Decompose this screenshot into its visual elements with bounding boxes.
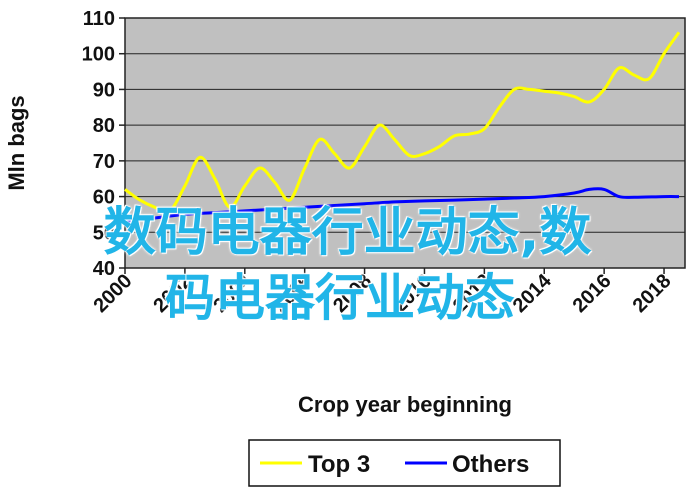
watermark-text-line-1: 数码电器行业动态,数 <box>103 203 592 263</box>
y-tick-label: 110 <box>83 8 115 30</box>
x-axis-title: Crop year beginning <box>298 392 512 417</box>
legend-label-top3: Top 3 <box>308 451 370 478</box>
series-line-top3 <box>124 31 681 214</box>
series-layer <box>124 31 681 224</box>
y-tick-label: 40 <box>93 258 115 280</box>
gridlines <box>125 53 685 233</box>
series-line-others <box>124 187 680 224</box>
y-tick-label: 90 <box>93 79 115 101</box>
legend-label-others: Others <box>452 451 529 478</box>
y-tick-label: 50 <box>93 222 115 244</box>
y-tick-label: 70 <box>93 151 115 173</box>
legend: Top 3 Others <box>248 439 561 487</box>
y-tick-label: 60 <box>93 187 115 209</box>
y-axis-title: Mln bags <box>4 95 29 190</box>
y-tick-label: 100 <box>82 44 115 66</box>
legend-box <box>248 439 561 487</box>
plot-area <box>124 17 686 269</box>
watermark-text-line-2: 码电器行业动态 <box>165 269 515 327</box>
y-tick-label: 80 <box>93 115 115 137</box>
y-axis-ticks: 40 50 60 70 80 90 100 110 <box>82 8 125 280</box>
